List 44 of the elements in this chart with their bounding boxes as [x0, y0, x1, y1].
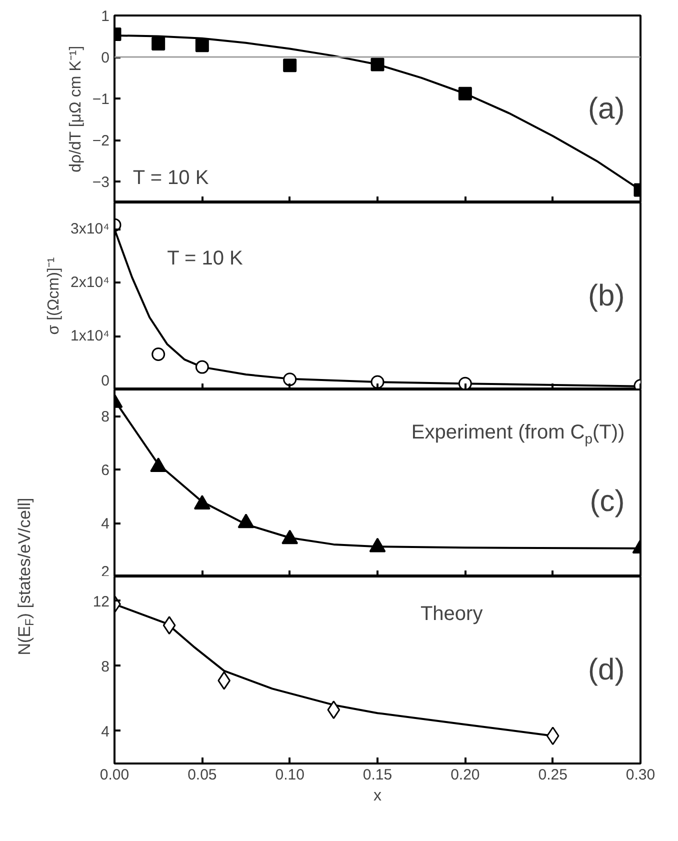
y-tick-label: 12	[92, 593, 110, 610]
point	[283, 58, 297, 72]
annotation: T = 10 K	[167, 248, 244, 270]
annotation: Theory	[420, 602, 483, 625]
y-tick-label: 2x10⁴	[70, 274, 110, 292]
y-tick-label: 8	[101, 658, 110, 676]
x-tick-label: 0.30	[626, 766, 656, 784]
point	[327, 700, 340, 720]
y-tick-label: −1	[92, 91, 110, 108]
x-tick-label: 0.25	[538, 766, 568, 784]
y-axis-title: σ [(Ωcm)]⁻¹	[46, 257, 63, 335]
y-tick-label: 6	[101, 462, 110, 480]
y-tick-label: 3x10⁴	[70, 220, 110, 238]
annotation: (d)	[588, 654, 625, 686]
annotation: T = 10 K	[132, 167, 210, 190]
y-tick-label: 0	[101, 372, 110, 390]
annotation: (c)	[590, 485, 625, 518]
point	[162, 616, 176, 635]
point	[238, 514, 254, 528]
y-tick-label: 0	[101, 50, 110, 67]
point	[369, 538, 386, 552]
y-tick-label: −3	[92, 174, 110, 192]
point	[150, 458, 167, 472]
y-tick-label: −2	[92, 132, 110, 150]
x-tick-label: 0.05	[188, 766, 217, 784]
y-tick-label: 4	[101, 516, 110, 533]
y-tick-label: 8	[101, 408, 110, 426]
x-tick-label: 0.15	[362, 766, 392, 784]
annotation: (b)	[588, 280, 625, 312]
point	[195, 38, 209, 52]
y-axis-title: dρ/dT [μΩ cm K⁻¹]	[67, 46, 84, 172]
y-tick-label: 4	[101, 723, 110, 740]
x-tick-label: 0.10	[275, 766, 304, 784]
y-tick-label: 1	[101, 8, 110, 25]
x-axis-title: x	[374, 788, 382, 804]
y-tick-label: 1x10⁴	[70, 328, 110, 345]
annotation: (a)	[588, 92, 625, 126]
point	[194, 494, 210, 510]
point	[282, 530, 298, 544]
x-tick-label: 0.20	[450, 766, 480, 784]
point	[152, 37, 166, 51]
point	[546, 726, 560, 746]
x-tick-label: 0.00	[100, 766, 130, 784]
y-axis-title: N(EF) [states/eV/cell]	[15, 498, 37, 656]
